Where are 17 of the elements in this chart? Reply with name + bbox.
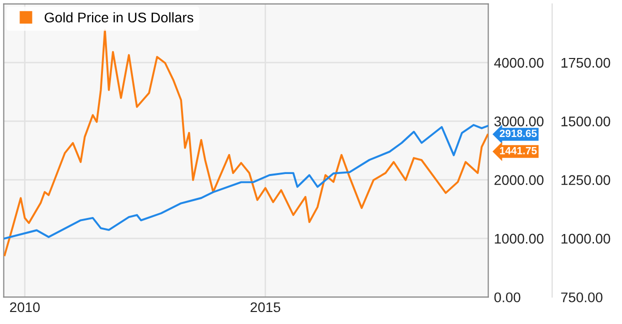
x-tick-label: 2010 <box>10 302 40 312</box>
x-tick-label: 2015 <box>250 302 280 312</box>
y-tick-label: 3000.00 <box>494 116 544 126</box>
line-series <box>4 28 488 256</box>
y2-tick-label: 1750.00 <box>562 58 610 68</box>
data-label: 1441.75 <box>500 147 537 154</box>
y-tick-label: 0.00 <box>494 292 520 302</box>
y2-tick-label: 1000.00 <box>562 234 610 244</box>
y2-tick-label: 1250.00 <box>562 175 610 185</box>
data-label: 2918.65 <box>500 130 537 138</box>
y-tick-label: 4000.00 <box>494 58 544 68</box>
y2-tick-label: 1500.00 <box>562 116 610 126</box>
line-series <box>4 124 488 240</box>
y-tick-label: 2000.00 <box>494 175 544 185</box>
legend-label: Gold Price in US Dollars <box>44 12 194 22</box>
y-tick-label: 1000.00 <box>494 234 544 244</box>
y2-tick-label: 750.00 <box>561 292 602 302</box>
